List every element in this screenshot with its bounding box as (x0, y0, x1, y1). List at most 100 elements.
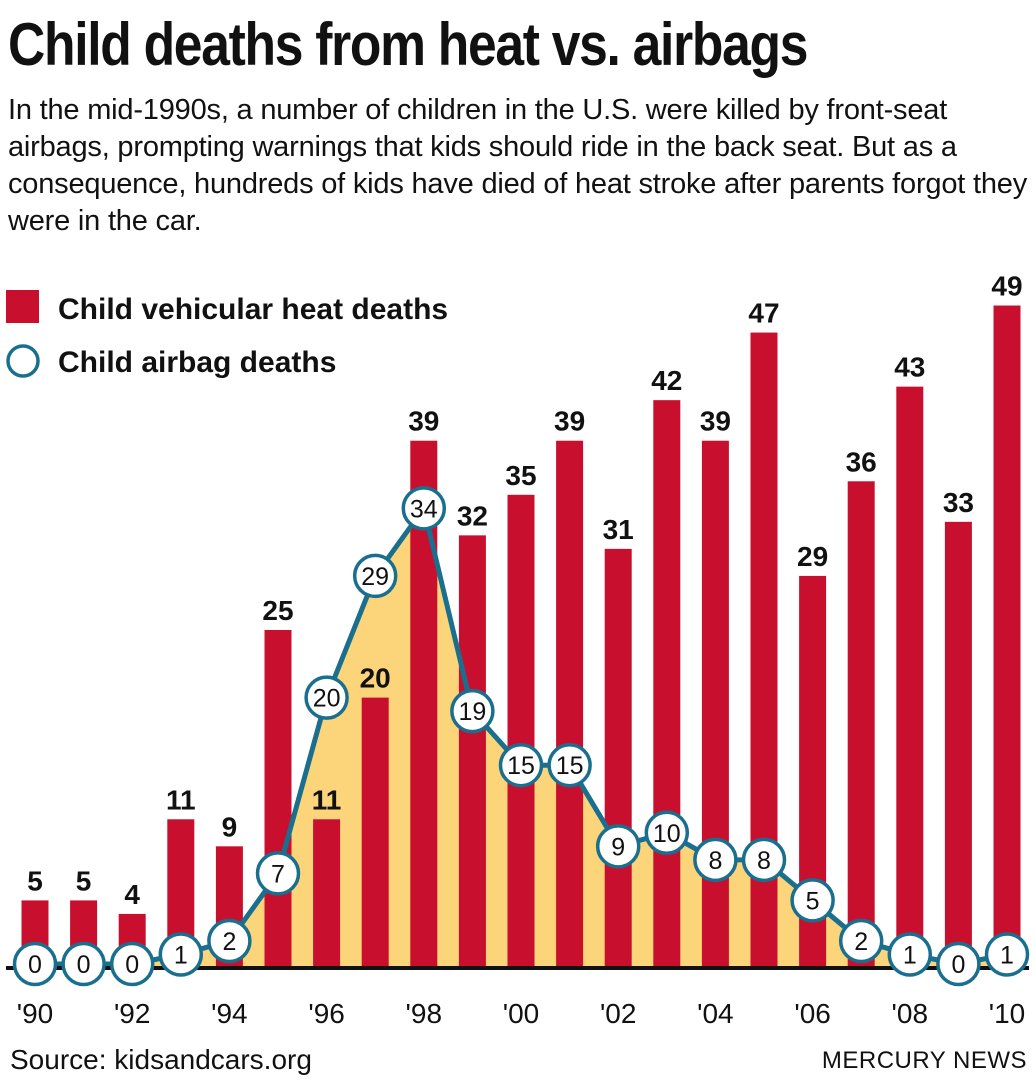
heat-bar-label: 11 (166, 784, 196, 815)
airbag-dot-label: 0 (951, 951, 965, 979)
airbag-dot (595, 824, 641, 869)
legend: Child vehicular heat deaths Child airbag… (6, 290, 448, 379)
heat-bar-label: 32 (457, 500, 488, 531)
heat-bar (458, 535, 486, 968)
airbag-dot-label: 8 (708, 847, 722, 875)
heat-bar-label: 36 (846, 446, 877, 477)
legend-label-heat-deaths: Child vehicular heat deaths (58, 293, 448, 326)
heat-bar-label: 31 (603, 514, 634, 545)
heat-bar (993, 305, 1021, 968)
x-tick-label: '92 (114, 998, 151, 1029)
heat-bar-label: 47 (748, 298, 779, 329)
heat-bar (847, 481, 875, 968)
heat-bar-label: 25 (262, 595, 293, 626)
x-tick-label: '90 (17, 998, 54, 1029)
heat-bar (944, 521, 972, 968)
airbag-dot-label: 5 (806, 887, 820, 915)
x-tick-label: '10 (989, 998, 1026, 1029)
airbag-dot (61, 941, 106, 987)
source-note: Source: kidsandcars.org (10, 1044, 312, 1075)
airbag-dot-label: 1 (174, 941, 188, 969)
airbag-dot (12, 941, 58, 987)
heat-bar-label: 43 (894, 352, 925, 383)
legend-label-airbag-deaths: Child airbag deaths (58, 346, 336, 379)
airbag-dot (936, 941, 981, 987)
airbag-dot-label: 8 (757, 847, 771, 875)
airbag-dot-label: 1 (903, 941, 917, 969)
airbag-dot-label: 9 (611, 833, 625, 861)
x-tick-label: '98 (406, 998, 443, 1029)
heat-bar (604, 548, 632, 968)
airbag-dot (109, 941, 155, 987)
airbag-dot-label: 10 (653, 820, 681, 848)
airbag-dot (401, 486, 447, 531)
heat-bar-label: 20 (360, 663, 391, 694)
airbag-dot-label: 19 (458, 698, 486, 726)
heat-bar-label: 39 (408, 406, 439, 437)
airbag-dot-label: 2 (222, 928, 236, 956)
credit-logo: MERCURY NEWS (821, 1047, 1027, 1074)
airbag-dot (450, 688, 495, 734)
heat-bar-label: 39 (554, 406, 585, 437)
airbag-dot (741, 837, 787, 883)
airbag-dot-label: 7 (271, 860, 285, 888)
heat-bar-label: 5 (76, 865, 92, 896)
airbag-dot (693, 837, 738, 883)
airbag-dot (304, 675, 349, 720)
airbag-dot (838, 918, 884, 964)
airbag-dot-label: 1 (1000, 941, 1014, 969)
airbag-dot (644, 810, 690, 856)
heat-bar (701, 440, 729, 969)
legend-bar-swatch (6, 290, 39, 323)
x-tick-label: '04 (697, 998, 734, 1029)
heat-bar-label: 42 (651, 365, 682, 396)
heat-bar-label: 4 (124, 879, 140, 910)
x-tick-label: '06 (794, 998, 831, 1029)
heat-bar (653, 400, 681, 968)
airbag-dot-label: 15 (556, 752, 584, 780)
heat-bar-label: 5 (27, 865, 43, 896)
heat-bar-label: 33 (943, 487, 974, 518)
airbag-dot-label: 2 (854, 928, 868, 956)
airbag-dot (984, 932, 1030, 977)
airbag-dot (790, 878, 835, 923)
x-tick-labels: '90 '92 '94 '96 '98 '00 '02 '04 '06 '08 '10 (17, 998, 1026, 1029)
airbag-dot-label: 0 (77, 951, 91, 979)
heat-bar-label: 9 (222, 811, 238, 842)
heat-bar-label: 11 (312, 784, 342, 815)
airbag-dot-label: 0 (125, 951, 139, 979)
heat-bar-labels-layer: 5 5 4 11 9 25 11 20 39 32 35 39 31 42 39 47 29 36 43 33 49 (27, 271, 1022, 910)
airbag-dot-label: 15 (507, 752, 535, 780)
x-tick-label: '96 (308, 998, 345, 1029)
heat-bar-label: 39 (700, 406, 731, 437)
legend-line-swatch (6, 344, 40, 378)
airbag-dot (255, 851, 301, 896)
heat-bar (361, 697, 389, 968)
heat-bar (264, 630, 292, 968)
airbag-dot (547, 742, 592, 788)
airbag-dot-label: 34 (410, 495, 438, 523)
heat-bar (507, 494, 535, 968)
chart-subtitle: In the mid-1990s, a number of children i… (8, 94, 1027, 237)
airbag-dot (352, 553, 398, 599)
airbag-dot-label: 0 (28, 951, 42, 979)
airbag-dot (887, 932, 933, 977)
airbag-dot-label: 29 (361, 563, 389, 591)
airbag-dot (207, 918, 252, 964)
chart-title: Child deaths from heat vs. airbags (8, 11, 808, 78)
airbag-dot (498, 742, 544, 788)
heat-bars-layer (21, 305, 1021, 969)
x-tick-label: '02 (600, 998, 637, 1029)
heat-bar-label: 49 (991, 271, 1022, 302)
airbag-dot-label: 20 (313, 685, 341, 713)
x-tick-label: '08 (892, 998, 929, 1029)
heat-bar (313, 819, 341, 968)
x-tick-label: '94 (211, 998, 248, 1029)
heat-bar-label: 29 (797, 541, 828, 572)
x-tick-label: '00 (503, 998, 540, 1029)
heat-bar-label: 35 (505, 460, 536, 491)
airbag-dot (158, 932, 204, 977)
heat-bar (556, 440, 584, 969)
